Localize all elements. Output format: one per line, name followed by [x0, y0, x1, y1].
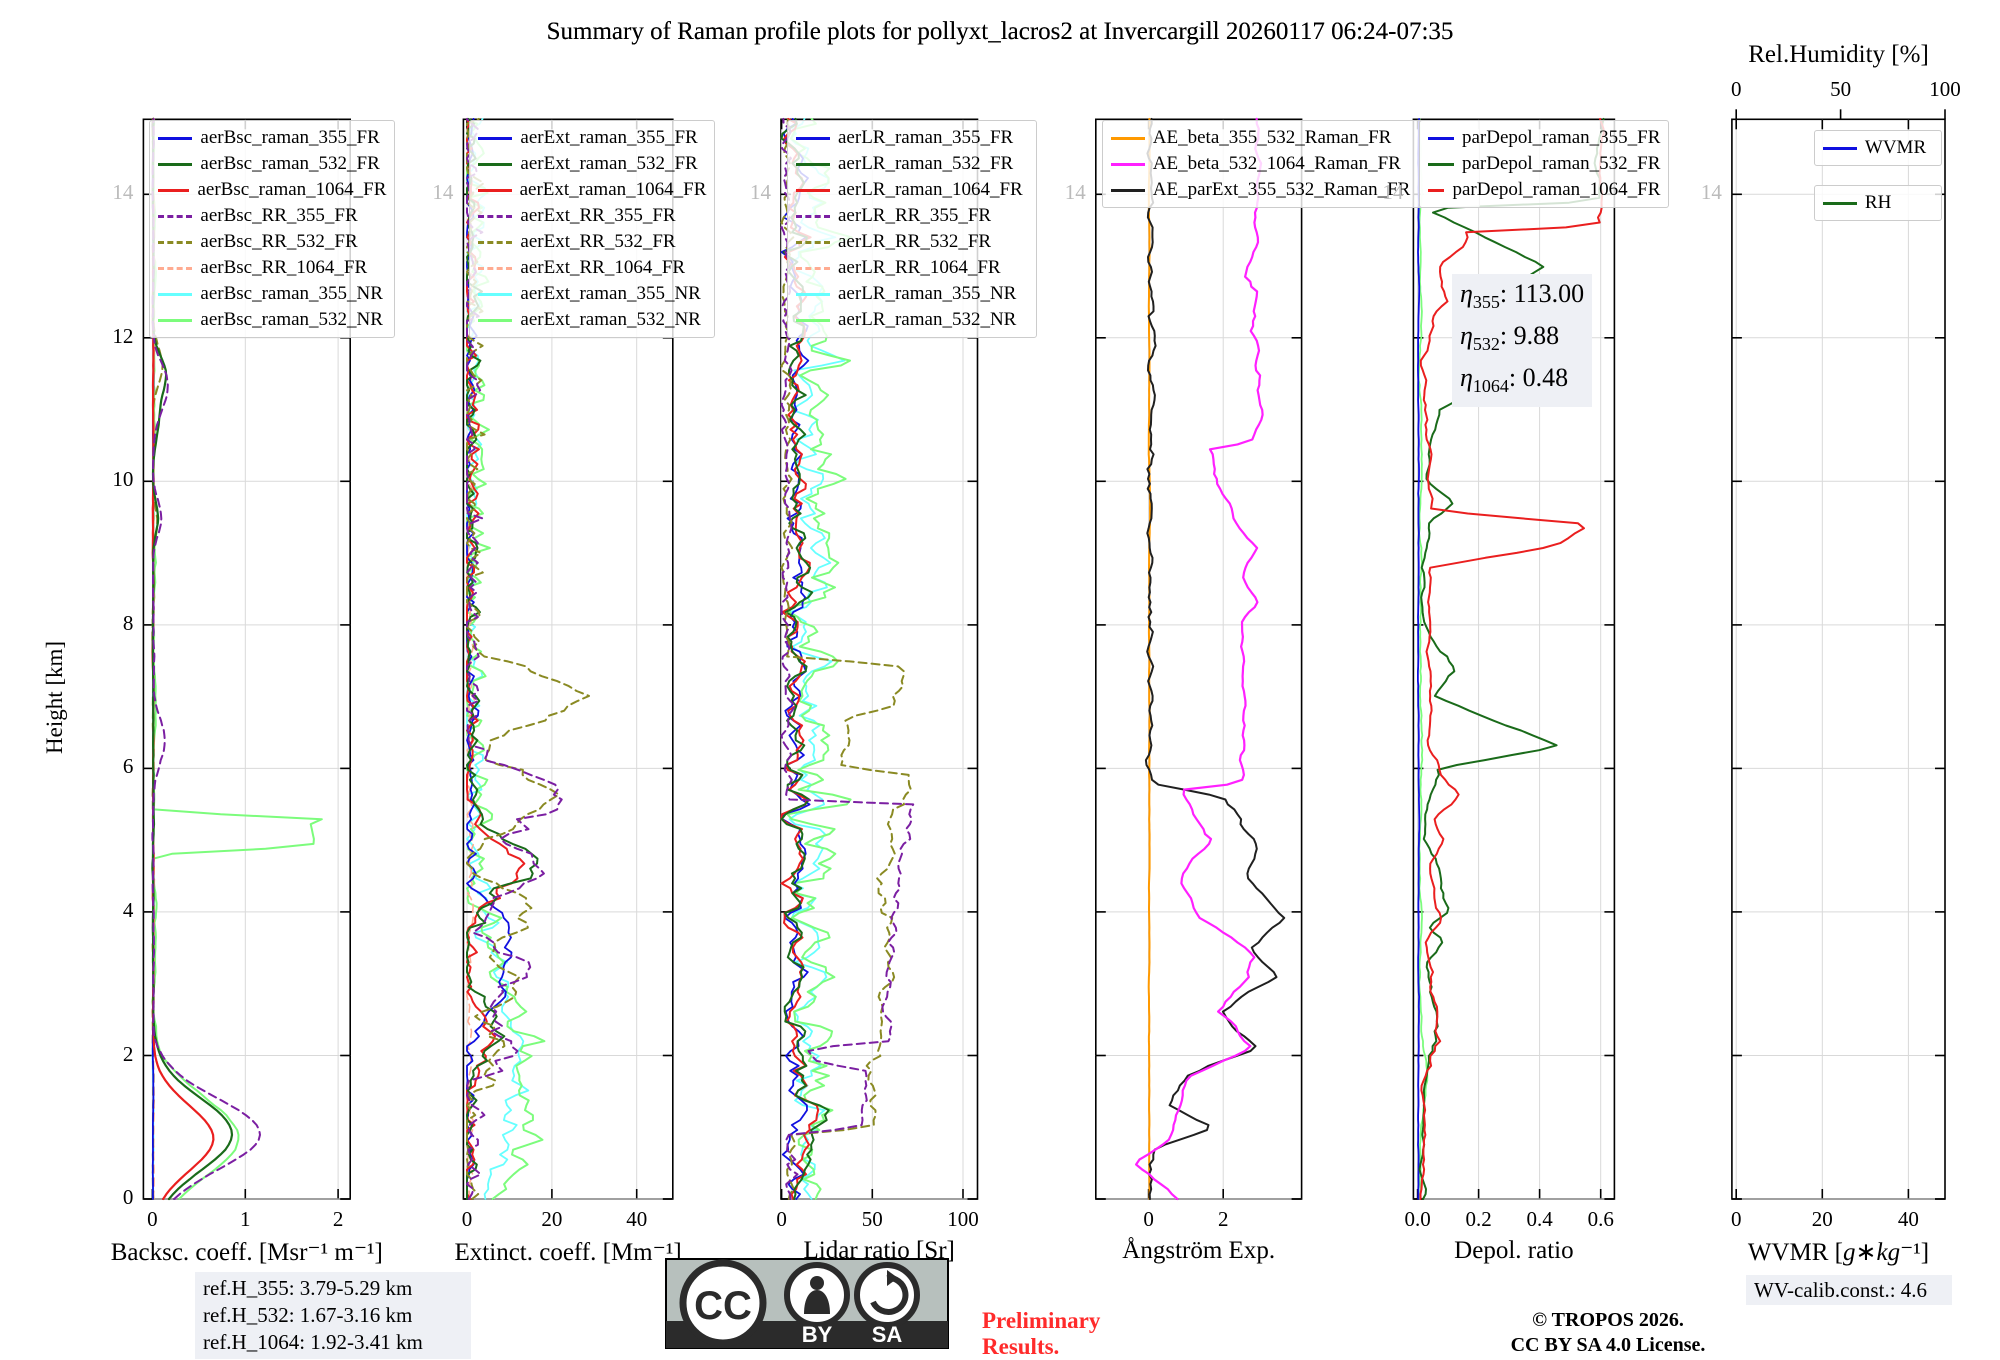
svg-text:CC: CC [694, 1284, 752, 1328]
svg-text:SA: SA [872, 1322, 903, 1347]
svg-text:BY: BY [802, 1322, 833, 1347]
